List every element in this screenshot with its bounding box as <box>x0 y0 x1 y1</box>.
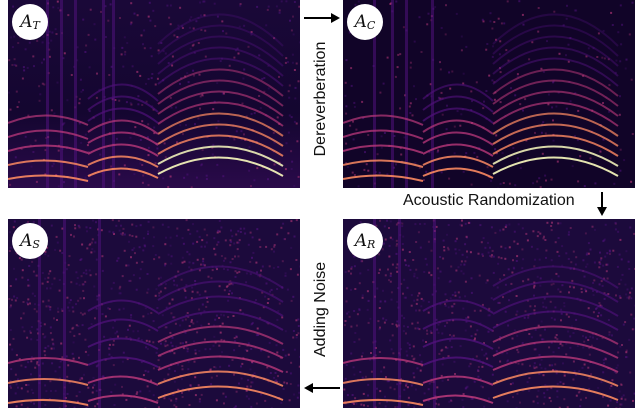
acoustic-randomization-label: Acoustic Randomization <box>403 192 575 209</box>
harmonics-ar <box>343 219 635 408</box>
harmonics-as <box>8 219 300 408</box>
harmonics-at <box>8 0 300 188</box>
dereverberation-label: Dereverberation <box>312 41 329 157</box>
arrow-right-icon <box>304 13 340 23</box>
spectrogram-ac-image <box>343 0 635 188</box>
spectrogram-as-image <box>8 219 300 408</box>
arrow-down-icon <box>597 192 607 216</box>
spectrogram-ar-image <box>343 219 635 408</box>
spectrogram-at-image <box>8 0 300 188</box>
harmonics-ac <box>343 0 634 188</box>
arrow-left-icon <box>304 383 340 393</box>
adding-noise-label: Adding Noise <box>312 261 329 357</box>
